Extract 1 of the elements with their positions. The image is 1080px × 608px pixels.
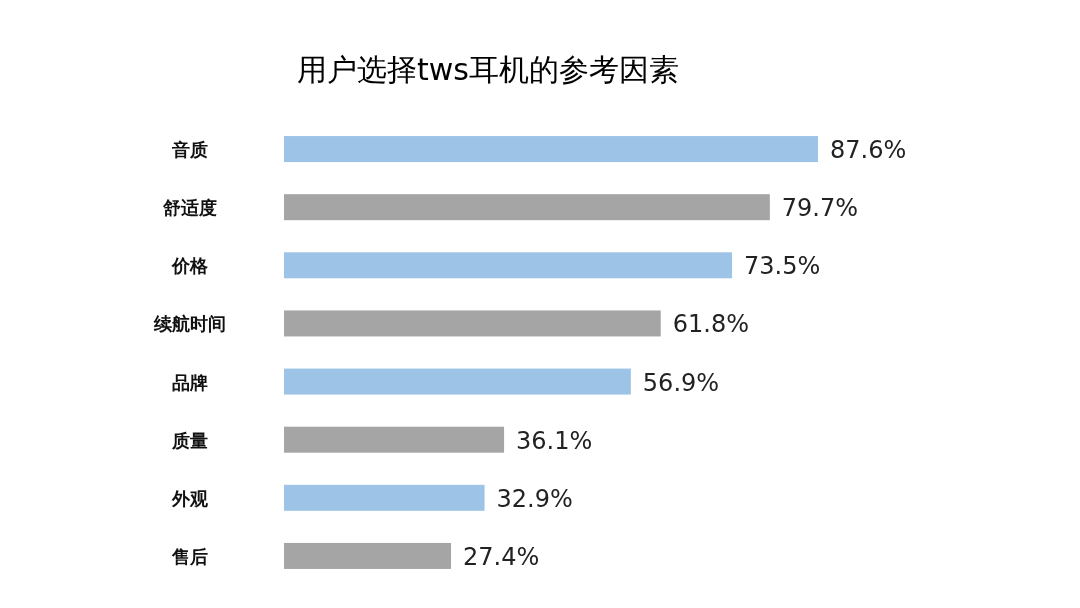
title: 用户选择tws耳机的参考因素 <box>297 52 679 87</box>
